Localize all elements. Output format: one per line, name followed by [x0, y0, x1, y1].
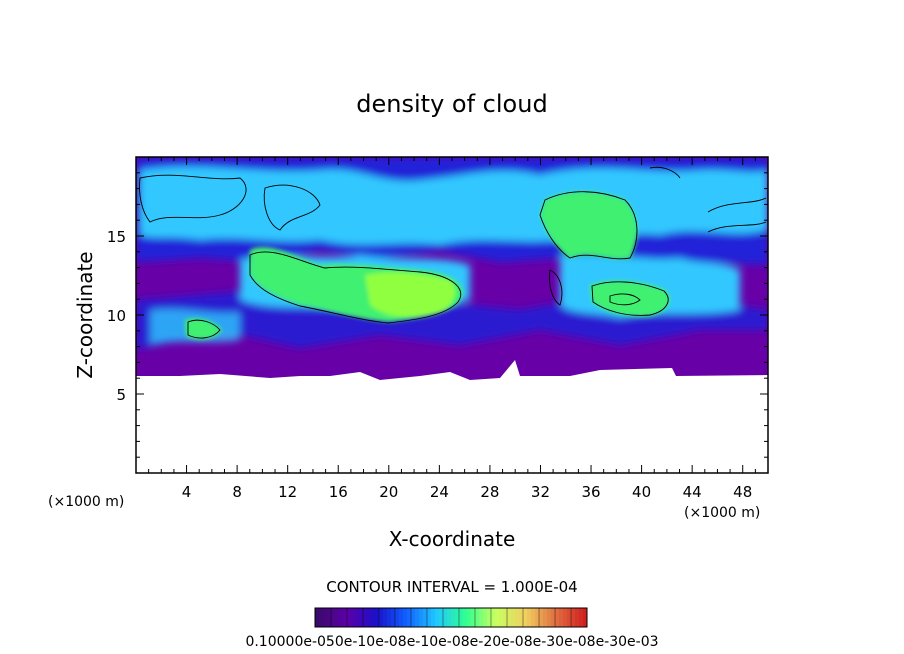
colorbar-swatch: [487, 608, 492, 627]
x-tick-label: 32: [531, 483, 550, 501]
colorbar-swatch: [579, 608, 584, 627]
colorbar-swatch: [451, 608, 456, 627]
colorbar-swatch: [507, 608, 512, 627]
colorbar-swatch: [551, 608, 556, 627]
colorbar-swatch: [355, 608, 360, 627]
colorbar-swatch: [515, 608, 520, 627]
colorbar-swatch: [351, 608, 356, 627]
colorbar-swatch: [327, 608, 332, 627]
colorbar-swatch: [547, 608, 552, 627]
colorbar-swatch: [319, 608, 324, 627]
colorbar-swatch: [427, 608, 432, 627]
colorbar-swatch: [335, 608, 340, 627]
x-tick-label: 4: [182, 483, 192, 501]
colorbar-swatch: [563, 608, 568, 627]
colorbar-swatch: [375, 608, 380, 627]
colorbar-swatch: [403, 608, 408, 627]
colorbar-swatch: [559, 608, 564, 627]
chart-title: density of cloud: [356, 90, 547, 118]
colorbar-swatch: [387, 608, 392, 627]
x-axis-label: X-coordinate: [389, 527, 516, 551]
colorbar-swatch: [583, 608, 588, 627]
colorbar-swatch: [479, 608, 484, 627]
colorbar-frame: [314, 607, 588, 628]
colorbar-swatch: [339, 608, 344, 627]
colorbar-swatch: [407, 608, 412, 627]
colorbar-swatch: [463, 608, 468, 627]
colorbar-swatch: [499, 608, 504, 627]
colorbar-swatch: [399, 608, 404, 627]
colorbar-swatch: [539, 608, 544, 627]
y-tick-label: 10: [107, 307, 126, 325]
colorbar-swatch: [315, 608, 320, 627]
colorbar-swatch: [423, 608, 428, 627]
colorbar-swatch: [575, 608, 580, 627]
colorbar-swatch: [443, 608, 448, 627]
x-tick-label: 8: [232, 483, 242, 501]
colorbar-swatch: [431, 608, 436, 627]
colorbar-swatch: [379, 608, 384, 627]
heatmap-field: [136, 157, 768, 473]
x-tick-label: 36: [581, 483, 600, 501]
z-unit-label: (×1000 m): [48, 494, 124, 510]
colorbar-swatch: [511, 608, 516, 627]
x-tick-label: 48: [733, 483, 752, 501]
colorbar-swatch: [571, 608, 576, 627]
colorbar-swatch: [483, 608, 488, 627]
colorbar-swatch: [523, 608, 528, 627]
colorbar-swatch: [419, 608, 424, 627]
colorbar-swatch: [519, 608, 524, 627]
colorbar-swatch: [555, 608, 560, 627]
colorbar: [314, 608, 588, 627]
colorbar-swatch: [491, 608, 496, 627]
colorbar-swatch: [459, 608, 464, 627]
colorbar-swatch: [567, 608, 572, 627]
colorbar-labels: 0.10000e-050e-10e-08e-10e-08e-20e-08e-30…: [245, 634, 658, 650]
colorbar-swatch: [527, 608, 532, 627]
x-tick-label: 40: [632, 483, 651, 501]
colorbar-swatch: [415, 608, 420, 627]
colorbar-swatch: [503, 608, 508, 627]
colorbar-swatch: [435, 608, 440, 627]
colorbar-swatch: [347, 608, 352, 627]
x-tick-label: 16: [329, 483, 348, 501]
y-axis-label: Z-coordinate: [73, 251, 97, 378]
x-tick-label: 12: [278, 483, 297, 501]
colorbar-swatch: [395, 608, 400, 627]
colorbar-swatch: [467, 608, 472, 627]
colorbar-swatch: [359, 608, 364, 627]
x-tick-label: 24: [430, 483, 449, 501]
colorbar-swatch: [543, 608, 548, 627]
colorbar-swatch: [447, 608, 452, 627]
colorbar-swatch: [343, 608, 348, 627]
colorbar-swatch: [475, 608, 480, 627]
colorbar-swatch: [391, 608, 396, 627]
colorbar-swatch: [411, 608, 416, 627]
y-axis: 5 10 15: [107, 172, 768, 458]
y-tick-label: 15: [107, 228, 126, 246]
colorbar-swatch: [371, 608, 376, 627]
colorbar-swatch: [495, 608, 500, 627]
colorbar-swatch: [383, 608, 388, 627]
x-axis: 4 8 12 16 20 24 28 32 36 40 44 48: [148, 157, 756, 501]
contour-interval-text: CONTOUR INTERVAL = 1.000E-04: [326, 578, 577, 596]
colorbar-swatch: [471, 608, 476, 627]
x-tick-label: 20: [379, 483, 398, 501]
colorbar-swatch: [455, 608, 460, 627]
colorbar-swatch: [531, 608, 536, 627]
colorbar-swatch: [363, 608, 368, 627]
colorbar-swatch: [367, 608, 372, 627]
x-tick-label: 28: [480, 483, 499, 501]
x-tick-label: 44: [683, 483, 702, 501]
colorbar-swatch: [439, 608, 444, 627]
y-tick-label: 5: [116, 386, 126, 404]
colorbar-swatch: [331, 608, 336, 627]
contour-lines: [139, 166, 767, 339]
x-unit-label: (×1000 m): [684, 505, 760, 521]
colorbar-swatch: [323, 608, 328, 627]
colorbar-swatch: [535, 608, 540, 627]
